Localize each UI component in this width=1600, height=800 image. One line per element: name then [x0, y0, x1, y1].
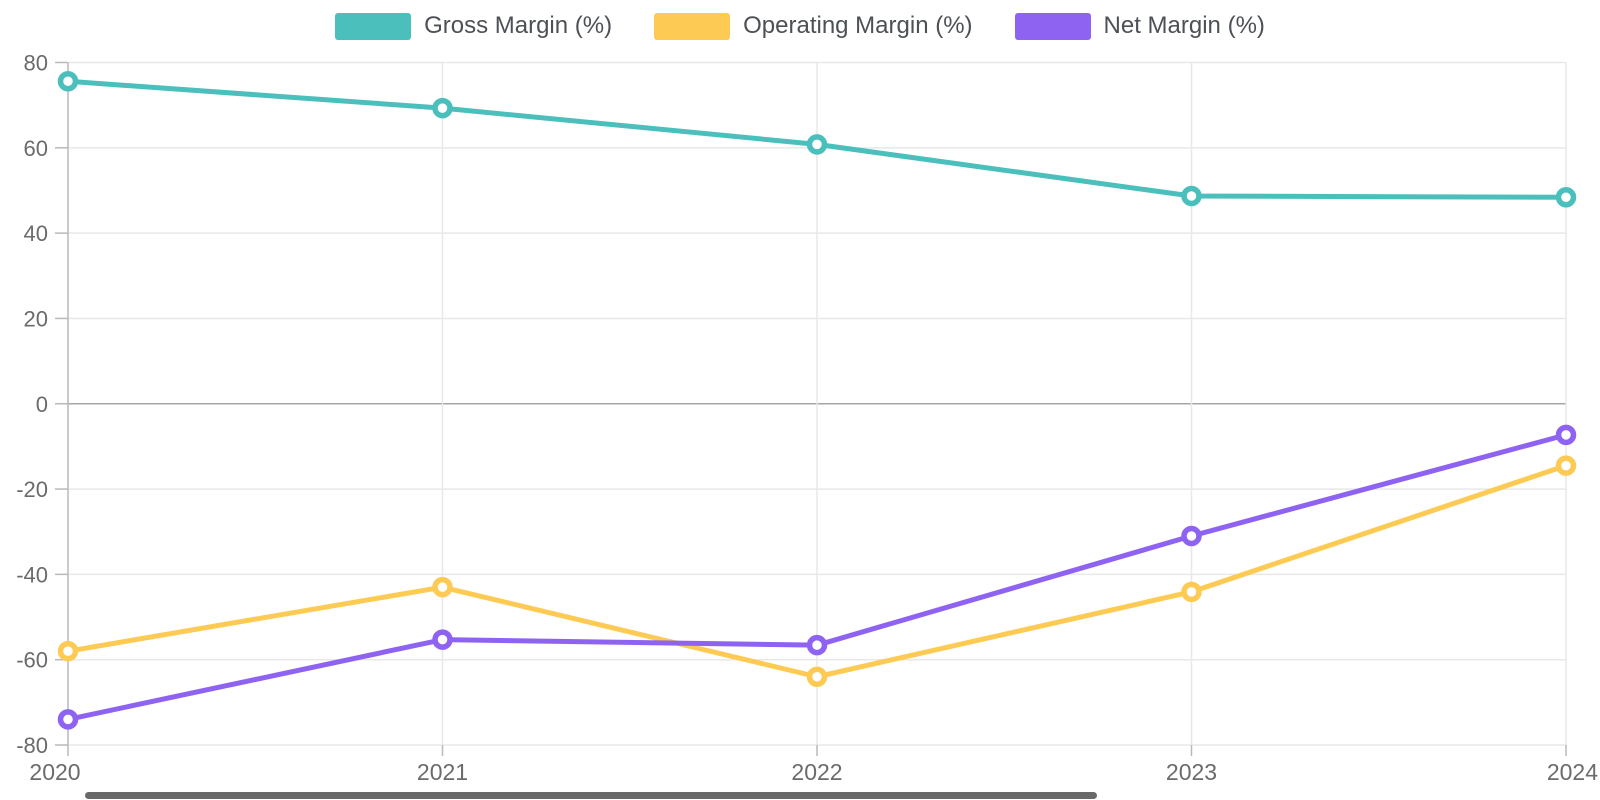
data-point-marker[interactable] — [57, 640, 79, 662]
y-axis-label: 60 — [24, 136, 48, 161]
data-point-marker[interactable] — [1181, 185, 1202, 207]
legend-label-operating-margin: Operating Margin (%) — [743, 12, 973, 39]
x-axis-label: 2024 — [1547, 759, 1598, 785]
data-point-marker[interactable] — [1555, 187, 1577, 208]
y-axis-label: -60 — [16, 648, 48, 673]
legend-item-net-margin[interactable]: Net Margin (%) — [1014, 12, 1265, 40]
legend-label-gross-margin: Gross Margin (%) — [424, 12, 613, 39]
x-axis-label: 2020 — [29, 759, 80, 785]
data-point-marker[interactable] — [432, 576, 453, 598]
legend-swatch-net-margin-icon — [1014, 12, 1091, 40]
x-axis-label: 2023 — [1166, 759, 1217, 785]
legend-swatch-gross-margin-icon — [335, 12, 412, 40]
data-point-marker[interactable] — [57, 71, 79, 92]
x-axis-label: 2021 — [417, 759, 468, 785]
y-axis-label: -80 — [16, 733, 48, 758]
data-point-marker[interactable] — [806, 666, 828, 687]
legend-item-operating-margin[interactable]: Operating Margin (%) — [654, 12, 973, 40]
y-axis-label: 20 — [24, 306, 48, 331]
y-axis-label: -40 — [16, 562, 48, 587]
data-point-marker[interactable] — [432, 629, 453, 650]
data-point-marker[interactable] — [57, 709, 79, 730]
data-point-marker[interactable] — [806, 634, 828, 656]
data-point-marker[interactable] — [1555, 455, 1577, 476]
y-axis-label: 40 — [24, 221, 48, 246]
data-point-marker[interactable] — [1181, 581, 1202, 603]
legend-swatch-operating-margin-icon — [654, 12, 731, 40]
legend-item-gross-margin[interactable]: Gross Margin (%) — [335, 12, 612, 40]
legend-label-net-margin: Net Margin (%) — [1103, 12, 1265, 39]
y-axis-label: -20 — [16, 477, 48, 502]
y-axis-label: 0 — [36, 392, 48, 417]
data-point-marker[interactable] — [1181, 525, 1202, 547]
x-axis-label: 2022 — [791, 759, 842, 785]
data-point-marker[interactable] — [432, 97, 453, 119]
horizontal-scrollbar-thumb[interactable] — [85, 792, 1097, 799]
chart-legend: Gross Margin (%) Operating Margin (%) Ne… — [0, 12, 1600, 40]
data-point-marker[interactable] — [806, 134, 828, 155]
data-point-marker[interactable] — [1555, 424, 1577, 446]
y-axis-label: 80 — [24, 51, 48, 76]
